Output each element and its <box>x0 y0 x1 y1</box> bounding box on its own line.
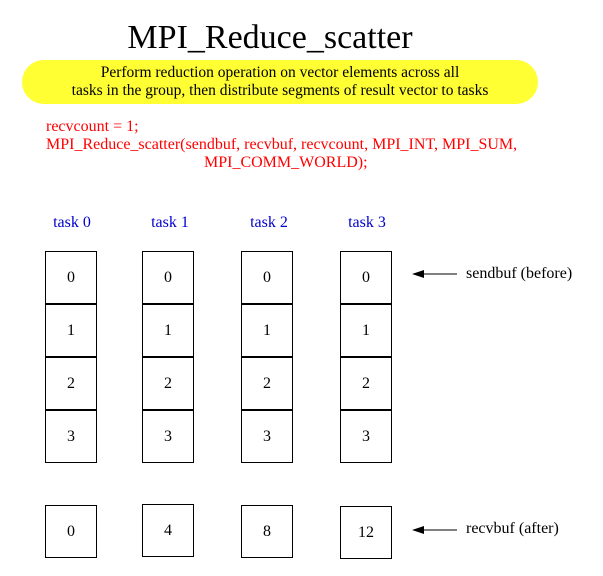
code-line-2: MPI_Reduce_scatter(sendbuf, recvbuf, rec… <box>46 136 518 153</box>
sendbuf-cell: 1 <box>241 304 293 357</box>
banner-line-1: Perform reduction operation on vector el… <box>100 64 460 81</box>
task-label-0: task 0 <box>53 214 91 231</box>
code-snippet: recvcount = 1; MPI_Reduce_scatter(sendbu… <box>46 118 517 172</box>
sendbuf-cell: 1 <box>340 304 392 357</box>
code-line-1: recvcount = 1; <box>46 118 139 135</box>
sendbuf-cell: 2 <box>241 357 293 410</box>
task-label-3: task 3 <box>348 214 386 231</box>
sendbuf-cell: 0 <box>340 251 392 304</box>
sendbuf-cell: 1 <box>142 304 194 357</box>
recvbuf-cell-task-2: 8 <box>241 505 293 558</box>
sendbuf-cell: 2 <box>45 357 97 410</box>
sendbuf-cell: 2 <box>340 357 392 410</box>
arrow-left-icon <box>412 526 457 534</box>
task-label-1: task 1 <box>151 214 189 231</box>
sendbuf-cell: 1 <box>45 304 97 357</box>
sendbuf-cell: 3 <box>340 410 392 463</box>
sendbuf-cell: 0 <box>45 251 97 304</box>
recvbuf-cell-task-1: 4 <box>142 504 194 557</box>
sendbuf-cell: 0 <box>241 251 293 304</box>
sendbuf-cell: 3 <box>241 410 293 463</box>
sendbuf-cell: 3 <box>142 410 194 463</box>
description-banner: Perform reduction operation on vector el… <box>22 60 538 104</box>
recvbuf-label: recvbuf (after) <box>466 520 559 537</box>
diagram-title: MPI_Reduce_scatter <box>127 19 413 56</box>
sendbuf-label: sendbuf (before) <box>466 265 573 282</box>
recvbuf-cell-task-3: 12 <box>340 506 392 559</box>
code-line-3: MPI_COMM_WORLD); <box>204 154 368 171</box>
sendbuf-cell: 0 <box>142 251 194 304</box>
sendbuf-cell: 2 <box>142 357 194 410</box>
recvbuf-cell-task-0: 0 <box>45 505 97 558</box>
arrow-left-icon <box>412 270 457 278</box>
sendbuf-cell: 3 <box>45 410 97 463</box>
banner-line-2: tasks in the group, then distribute segm… <box>71 82 489 99</box>
task-label-2: task 2 <box>250 214 288 231</box>
